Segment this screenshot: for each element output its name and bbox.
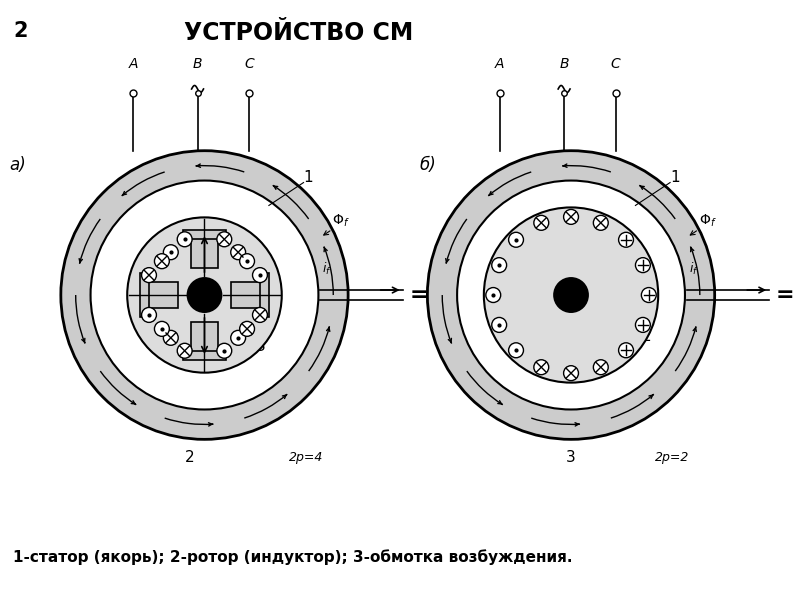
Circle shape: [564, 365, 578, 380]
Circle shape: [253, 307, 267, 322]
Text: УСТРОЙСТВО СМ: УСТРОЙСТВО СМ: [184, 21, 414, 45]
Circle shape: [509, 232, 523, 247]
FancyBboxPatch shape: [231, 281, 261, 308]
Text: 2: 2: [14, 21, 28, 41]
Text: 3: 3: [566, 450, 576, 465]
Text: 1-статор (якорь); 2-ротор (индуктор); 3-обмотка возбуждения.: 1-статор (якорь); 2-ротор (индуктор); 3-…: [14, 549, 573, 565]
FancyBboxPatch shape: [191, 238, 218, 268]
FancyBboxPatch shape: [140, 273, 149, 317]
Circle shape: [492, 257, 506, 272]
FancyBboxPatch shape: [148, 281, 178, 308]
Circle shape: [163, 245, 178, 260]
Circle shape: [554, 278, 588, 312]
FancyBboxPatch shape: [182, 230, 226, 239]
Circle shape: [188, 278, 222, 312]
Circle shape: [427, 151, 714, 439]
Circle shape: [594, 215, 608, 230]
Circle shape: [564, 209, 578, 224]
Circle shape: [217, 232, 232, 247]
Text: а): а): [10, 155, 26, 173]
Text: 1: 1: [304, 170, 314, 185]
Circle shape: [534, 215, 549, 230]
Circle shape: [230, 331, 246, 345]
Circle shape: [635, 317, 650, 332]
Circle shape: [154, 322, 170, 337]
Circle shape: [217, 343, 232, 358]
Text: A: A: [495, 57, 505, 71]
Circle shape: [240, 322, 254, 337]
Circle shape: [154, 254, 170, 269]
Text: 2: 2: [185, 450, 194, 465]
Circle shape: [178, 343, 192, 358]
Circle shape: [642, 287, 656, 302]
Text: C: C: [610, 57, 621, 71]
Text: C: C: [244, 57, 254, 71]
Circle shape: [484, 208, 658, 383]
Text: 1: 1: [670, 170, 680, 185]
Text: 2p=4: 2p=4: [289, 451, 323, 464]
Text: 2: 2: [642, 329, 652, 344]
Circle shape: [486, 287, 501, 302]
Circle shape: [509, 343, 523, 358]
Circle shape: [635, 257, 650, 272]
Text: A: A: [128, 57, 138, 71]
Circle shape: [142, 307, 157, 322]
Text: $i_f$: $i_f$: [322, 261, 332, 277]
FancyBboxPatch shape: [182, 351, 226, 360]
Text: B: B: [193, 57, 202, 71]
Text: $i_f$: $i_f$: [689, 261, 698, 277]
Circle shape: [618, 232, 634, 247]
Text: =: =: [776, 285, 794, 305]
Circle shape: [178, 232, 192, 247]
Circle shape: [253, 268, 267, 283]
Circle shape: [230, 245, 246, 260]
Text: $\Phi_f$: $\Phi_f$: [699, 213, 717, 229]
Text: б): б): [419, 155, 436, 173]
Text: =: =: [410, 285, 428, 305]
Circle shape: [457, 181, 685, 409]
FancyBboxPatch shape: [191, 322, 218, 352]
Circle shape: [492, 317, 506, 332]
Circle shape: [163, 331, 178, 345]
Circle shape: [240, 254, 254, 269]
Circle shape: [534, 360, 549, 374]
Text: 3: 3: [256, 339, 266, 354]
Circle shape: [61, 151, 348, 439]
Text: 2p=2: 2p=2: [655, 451, 690, 464]
Circle shape: [90, 181, 318, 409]
Text: $\Phi_f$: $\Phi_f$: [332, 213, 350, 229]
Circle shape: [618, 343, 634, 358]
Circle shape: [594, 360, 608, 374]
Text: B: B: [559, 57, 569, 71]
FancyBboxPatch shape: [260, 273, 269, 317]
Circle shape: [142, 268, 157, 283]
Circle shape: [127, 217, 282, 373]
